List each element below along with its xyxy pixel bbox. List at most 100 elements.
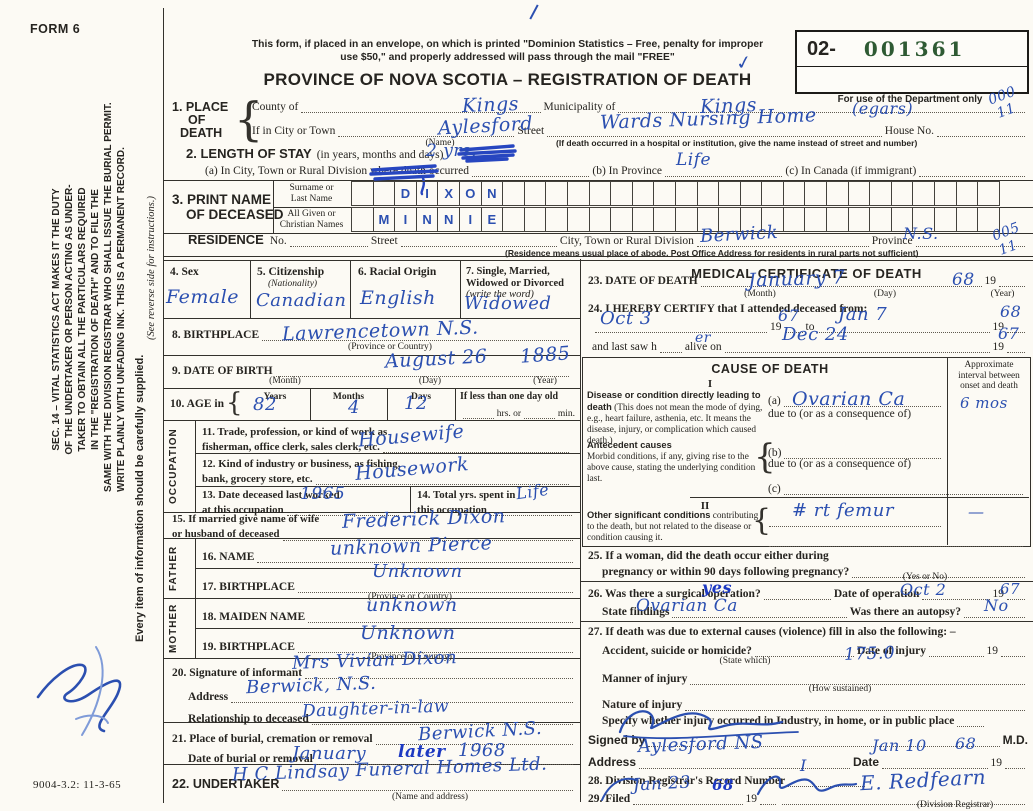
residence-street-label: Street xyxy=(370,235,398,247)
dr-address-field xyxy=(639,754,850,769)
total-yrs-line: 14. Total yrs. spent in xyxy=(417,489,516,501)
citizenship-sublabel: (Nationality) xyxy=(268,279,318,289)
informant-addr-line: Address xyxy=(188,688,576,703)
letter-cell xyxy=(890,207,914,232)
form-number: FORM 6 xyxy=(30,22,81,36)
letter-cell xyxy=(523,181,547,206)
q27-specify-line: Specify whether injury occurred in Indus… xyxy=(602,712,1028,727)
county-field xyxy=(301,98,541,113)
dr-date-label: Date xyxy=(853,755,880,769)
q26-findings-label: State findings xyxy=(602,606,670,618)
residence-prov-label: Province xyxy=(871,235,913,247)
q26-line1: 26. Was there a surgical operation? Date… xyxy=(588,585,1028,600)
birthplace-field xyxy=(262,326,569,341)
cause-b-line: (b) xyxy=(768,444,944,459)
given-label-line: Christian Names xyxy=(279,219,344,230)
q27-19: 19 xyxy=(986,645,999,657)
street-label: Street xyxy=(517,125,545,137)
municipality-label: Municipality of xyxy=(543,101,616,113)
house-no-field xyxy=(936,122,1025,137)
rule xyxy=(195,628,580,629)
q25-label2: pregnancy or within 90 days following pr… xyxy=(602,566,850,578)
from-year-field xyxy=(784,318,803,333)
rule xyxy=(195,453,580,454)
dept-only-note: For use of the Department only xyxy=(837,94,983,105)
q27-manner-field xyxy=(690,670,1025,685)
yes-no-note: (Yes or No) xyxy=(902,572,948,582)
mother-bp-line: 19. BIRTHPLACE xyxy=(202,638,576,653)
print-name-label: 3. PRINT NAME OF DECEASED xyxy=(172,192,284,222)
q27-label: 27. If death was due to external causes … xyxy=(588,626,956,638)
letter-cell xyxy=(826,207,849,232)
letter-cell xyxy=(351,207,374,232)
q26-autopsy-label: Was there an autopsy? xyxy=(849,606,961,618)
birthplace-note: (Province or Country) xyxy=(348,342,432,352)
age-less-note: If less than one day old xyxy=(460,391,559,402)
to-label: to xyxy=(805,321,815,333)
rule xyxy=(163,420,580,421)
other-field2-dots xyxy=(769,532,1023,547)
age-label: 10. AGE in xyxy=(170,398,225,410)
letter-cell xyxy=(351,181,374,206)
q27-injury-date-label: Date of injury xyxy=(857,645,926,657)
disease-rest: (This does not mean the mode of dying, e… xyxy=(587,403,763,446)
q27-specify-field xyxy=(957,712,985,727)
rule xyxy=(410,486,411,512)
marital-label-line: (write the word) xyxy=(466,289,534,300)
other-field1-dots xyxy=(769,512,941,527)
trade-label: 11. Trade, profession, or kind of work a… xyxy=(202,426,572,453)
cause-a-line: (a) xyxy=(768,392,944,407)
filed-19: 19 xyxy=(745,793,758,805)
letter-cell xyxy=(674,207,698,232)
cause-c-field xyxy=(783,480,1023,495)
dod-year-field xyxy=(999,272,1025,287)
letter-cell xyxy=(955,207,979,232)
dr-year-field xyxy=(1005,754,1025,769)
rule xyxy=(350,260,351,318)
letter-cell xyxy=(523,207,547,232)
antecedent-brace: { xyxy=(754,437,776,477)
q27-nature-line: Nature of injury xyxy=(602,696,1028,711)
cause-b-field xyxy=(784,444,941,459)
dod-month-note: (Month) xyxy=(744,289,776,299)
given-names-label: All Given or Christian Names xyxy=(275,209,348,230)
column-divider xyxy=(580,259,581,802)
informant-addr-label: Address xyxy=(188,691,229,703)
cause-c-label: (c) xyxy=(768,483,781,495)
letter-cell: D xyxy=(394,181,417,206)
spouse-label-line: 15. If married give name of wife xyxy=(172,513,320,525)
filed-line: 29. Filed 19 xyxy=(588,790,1028,805)
letter-cell xyxy=(955,181,979,206)
cause-c-line: (c) xyxy=(768,480,1026,495)
certify-label: 24. I HEREBY CERTIFY that I attended dec… xyxy=(588,303,868,315)
mailing-line1: This form, if placed in an envelope, on … xyxy=(251,39,764,50)
letter-cell xyxy=(847,181,871,206)
q26-label: 26. Was there a surgical operation? xyxy=(588,588,761,600)
total-yrs-line: this occupation xyxy=(417,504,487,516)
last-worked-label: 13. Date deceased last worked at this oc… xyxy=(202,489,402,516)
rule xyxy=(195,486,580,487)
from-19: 19 xyxy=(770,321,782,333)
letter-cell xyxy=(912,207,936,232)
division-registrar-note: (Division Registrar) xyxy=(916,800,994,810)
signed-by-field xyxy=(648,732,1000,747)
letter-cell xyxy=(610,181,633,206)
registrar-signature-scribble xyxy=(756,775,858,796)
mother-bp-field xyxy=(297,638,573,653)
letter-cell xyxy=(739,207,763,232)
given-label-line: All Given or xyxy=(287,209,336,219)
burial-place-field xyxy=(375,730,573,745)
county-line: County of Municipality of xyxy=(252,98,1028,113)
cause-a-field xyxy=(783,392,941,407)
age-days-header: Days xyxy=(410,392,432,402)
mother-bp-label: 19. BIRTHPLACE xyxy=(202,641,295,653)
dod-label: 23. DATE OF DEATH xyxy=(588,275,698,287)
rule xyxy=(195,420,196,512)
print-name-line: 3. PRINT NAME xyxy=(172,192,272,207)
antecedent-paragraph: Antecedent causes Morbid conditions, if … xyxy=(587,440,763,485)
rule xyxy=(580,621,1033,622)
q27-accident-line: Accident, suicide or homicide? Date of i… xyxy=(602,642,1028,657)
residence-prov-field xyxy=(915,232,1025,247)
rule xyxy=(947,357,948,545)
undertaker-line: 22. UNDERTAKER xyxy=(172,776,576,791)
